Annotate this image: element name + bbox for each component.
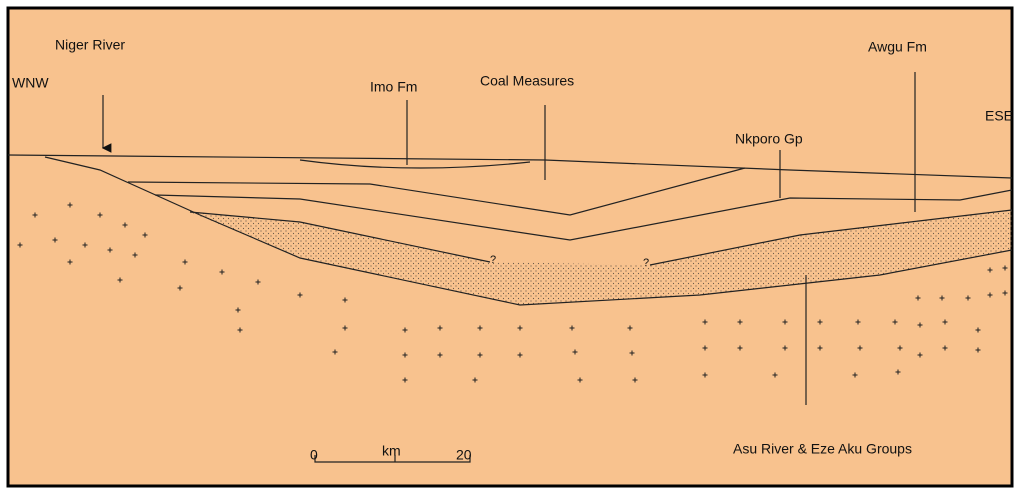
label: Asu River & Eze Aku Groups	[733, 441, 912, 457]
scale-label: 0	[310, 447, 318, 463]
label: Niger River	[55, 37, 125, 53]
label: ESE	[985, 108, 1013, 124]
label: Awgu Fm	[868, 39, 927, 55]
cross-section: Niger River WNW Imo Fm Coal Measures Awg…	[0, 0, 1016, 492]
label: Nkporo Gp	[735, 131, 803, 147]
label: WNW	[12, 75, 49, 91]
label: Imo Fm	[370, 79, 417, 95]
label: Coal Measures	[480, 73, 574, 89]
label: ?	[490, 254, 496, 266]
scale-label: 20	[456, 447, 472, 463]
label: ?	[643, 257, 649, 269]
page: Niger River WNW Imo Fm Coal Measures Awg…	[0, 0, 1016, 492]
scale-label: km	[382, 443, 401, 459]
